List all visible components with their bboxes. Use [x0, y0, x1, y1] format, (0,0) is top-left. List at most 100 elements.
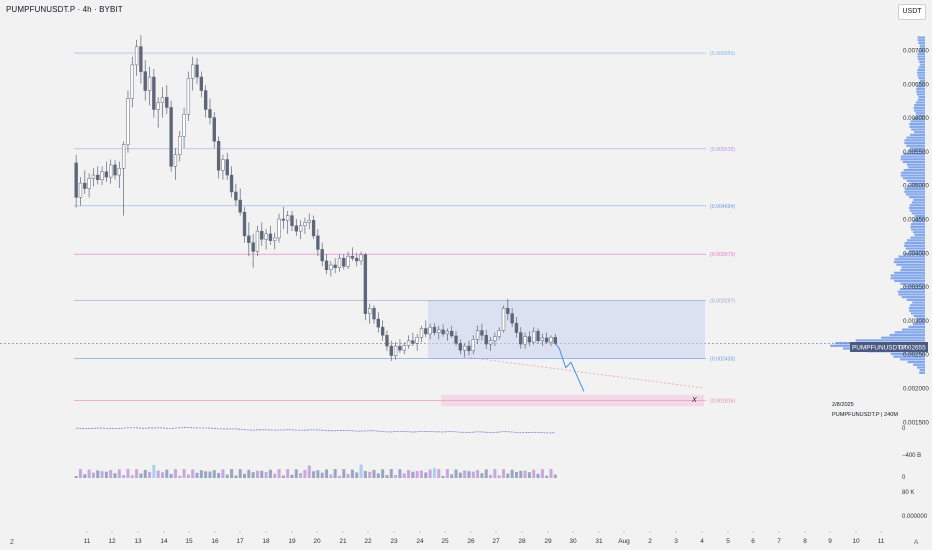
volume-bar [182, 469, 186, 478]
candle-body [514, 322, 519, 333]
candle-body [532, 330, 536, 343]
candle-body [368, 307, 372, 314]
candle-body [286, 215, 290, 221]
volume-profile-bar [894, 271, 925, 274]
volume-profile-bar [910, 133, 925, 137]
volume-profile-bar [915, 320, 925, 323]
volume-profile-bar [890, 274, 925, 277]
volume-profile-bar [909, 250, 925, 253]
volume-bar [536, 473, 540, 478]
volume-profile-bar [897, 290, 925, 293]
volume-profile-bar [894, 279, 925, 283]
candle-body [329, 264, 333, 270]
volume-profile-bar [901, 266, 925, 269]
candle-body [402, 345, 406, 351]
candle-body [385, 335, 389, 347]
volume-bar [255, 470, 259, 478]
candle-body [437, 329, 441, 333]
price-tag-value: 0.002655 [899, 345, 926, 352]
x-tick-label: 25 [441, 538, 449, 545]
candle-body [445, 330, 450, 335]
volume-profile-bar [913, 117, 925, 120]
candle-body [199, 76, 204, 91]
volume-bar [294, 469, 298, 478]
indicator-axis-label-0: 0 [902, 426, 906, 432]
volume-profile-bar [901, 296, 925, 299]
time-axis: 11 12 13 14 15 16 17 18 19 20 21 22 23 24 25 26 27 28 29 30… [84, 531, 885, 545]
volume-bar [139, 473, 143, 478]
candle-body [260, 230, 264, 240]
volume-bar [553, 474, 557, 478]
volume-bar [549, 469, 553, 478]
volume-profile-bar [914, 131, 925, 134]
candle-body [363, 254, 368, 314]
volume-bar [104, 471, 108, 478]
candle-body [242, 211, 247, 237]
volume-bar [299, 473, 303, 478]
candle-body [212, 117, 216, 142]
candle-body [415, 337, 419, 344]
volume-bar [307, 465, 311, 478]
currency-selector[interactable]: USDT [898, 4, 926, 20]
volume-profile-bar [889, 333, 925, 337]
trend-line [469, 357, 705, 389]
volume-profile-bar [917, 55, 925, 58]
volume-bar [78, 469, 82, 478]
candle-body [268, 233, 273, 241]
volume-bar [501, 469, 506, 478]
volume-profile-bar [919, 44, 925, 47]
volume-profile-bar [917, 39, 925, 42]
x-tick-label: 14 [160, 538, 168, 545]
volume-bar [195, 472, 199, 478]
x-tick-label: Aug [618, 538, 630, 545]
candle-body [380, 326, 385, 336]
candle-body [182, 113, 186, 137]
volume-bar [489, 474, 493, 478]
volume-bar [130, 475, 134, 478]
volume-profile-bar [913, 363, 925, 366]
volume-bar [376, 473, 380, 478]
volume-bar [290, 474, 294, 478]
indicator-axis-label-2: 0 [902, 475, 906, 481]
candle-body [441, 329, 445, 335]
volume-bar [402, 473, 406, 478]
volume-profile-bar [910, 236, 925, 239]
volume-profile-bar [907, 185, 925, 188]
candle-body [87, 178, 91, 189]
volume-bar [221, 469, 225, 478]
volume-bar [519, 470, 523, 478]
candle-body [398, 345, 402, 351]
volume-profile-bar [916, 90, 925, 93]
corner-left-icon[interactable]: Z [10, 539, 14, 546]
volume-bar [355, 472, 359, 478]
candle-body [510, 313, 514, 324]
candle-body [225, 159, 229, 176]
volume-profile-bar [904, 285, 925, 288]
x-tick-label: 20 [313, 538, 321, 545]
x-tick-label: 4 [700, 538, 704, 545]
volume-profile-bar [913, 198, 925, 201]
candle-body [165, 97, 169, 108]
volume-bar [389, 469, 393, 478]
candle-body [467, 345, 471, 352]
candle-body [290, 215, 294, 227]
candle-body [536, 330, 540, 341]
candle-body [424, 328, 428, 335]
volume-profile-bar [909, 125, 925, 128]
volume-profile-bar [909, 196, 925, 199]
volume-profile-bar [904, 252, 925, 255]
volume-bar [238, 469, 242, 478]
volume-bar [415, 471, 419, 478]
candle-body [355, 257, 359, 262]
volume-bar [303, 470, 307, 478]
corner-right-icon[interactable]: A [914, 539, 919, 546]
volume-bar [160, 472, 165, 478]
projection-layer [554, 343, 585, 392]
y-tick-label: 0.004500 [903, 217, 929, 224]
volume-bar [450, 474, 454, 478]
candle-body [419, 328, 424, 338]
x-tick-label: 19 [288, 538, 296, 545]
volume-profile-bar [904, 241, 925, 245]
symbol-timeframe: PUMPFUNUSDT.P | 240M [832, 412, 898, 418]
